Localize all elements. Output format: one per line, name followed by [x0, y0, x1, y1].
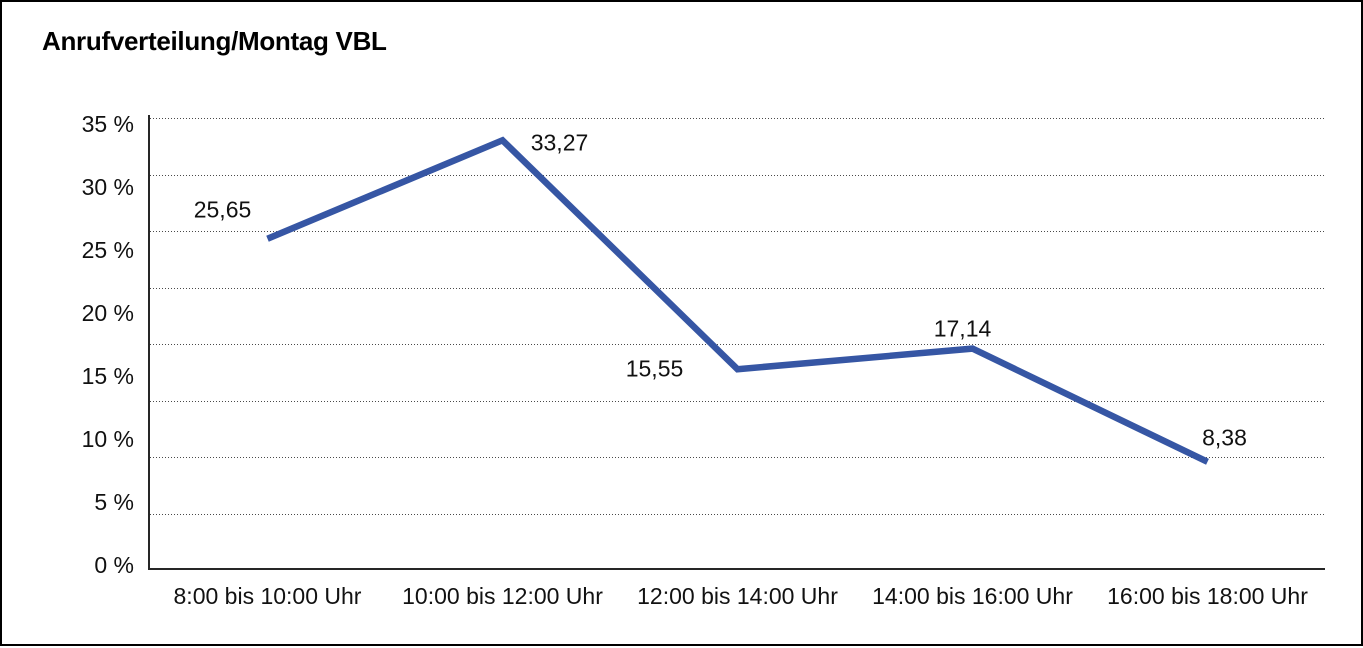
data-label: 8,38: [1202, 424, 1247, 451]
data-label: 25,65: [194, 196, 252, 223]
data-label: 17,14: [934, 315, 992, 342]
y-tick-label: 20 %: [2, 300, 134, 326]
y-tick-label: 5 %: [2, 489, 134, 515]
series-line: [268, 140, 1208, 462]
y-tick-label: 10 %: [2, 426, 134, 452]
y-tick-label: 30 %: [2, 174, 134, 200]
x-tick-label: 16:00 bis 18:00 Uhr: [1048, 583, 1363, 609]
data-label: 15,55: [626, 356, 684, 383]
y-tick-label: 25 %: [2, 237, 134, 263]
y-tick-label: 0 %: [2, 552, 134, 578]
y-tick-label: 15 %: [2, 363, 134, 389]
data-label: 33,27: [531, 130, 589, 157]
y-tick-label: 35 %: [2, 111, 134, 137]
